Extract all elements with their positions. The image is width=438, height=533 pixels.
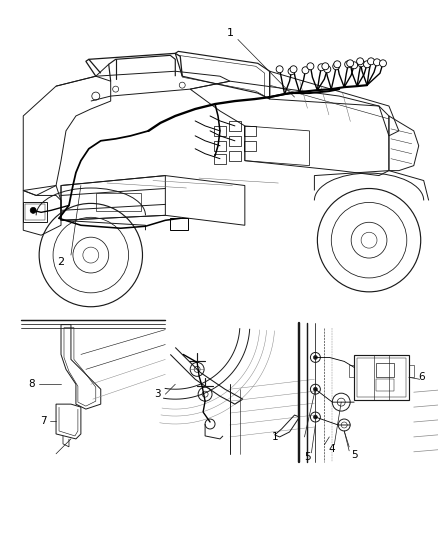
Text: 5: 5 [350, 450, 357, 460]
Bar [375, 379, 393, 391]
Circle shape [313, 387, 317, 391]
Bar [95, 193, 140, 212]
Circle shape [30, 207, 36, 213]
Bar [170, 219, 188, 230]
Circle shape [356, 58, 363, 65]
Bar [229, 121, 240, 131]
Circle shape [344, 61, 351, 68]
Text: 3: 3 [154, 389, 160, 399]
Circle shape [313, 415, 317, 419]
Bar [23, 203, 47, 222]
Circle shape [373, 59, 380, 66]
Circle shape [313, 356, 317, 359]
Bar [353, 356, 408, 400]
Text: 4: 4 [327, 444, 334, 454]
Bar [243, 141, 255, 151]
Circle shape [323, 66, 330, 72]
Bar [214, 141, 226, 151]
Text: 1: 1 [271, 432, 277, 442]
Circle shape [333, 61, 340, 68]
Circle shape [317, 64, 324, 71]
Circle shape [357, 60, 364, 67]
Circle shape [332, 63, 339, 70]
Circle shape [350, 62, 357, 69]
Bar [25, 204, 45, 220]
Circle shape [321, 63, 328, 70]
Bar [229, 136, 240, 146]
Text: 2: 2 [57, 257, 64, 267]
Bar [348, 365, 353, 377]
Bar [356, 358, 405, 397]
Bar [214, 154, 226, 164]
Circle shape [367, 58, 374, 65]
Text: 6: 6 [417, 372, 424, 382]
Text: 1: 1 [226, 28, 233, 38]
Circle shape [287, 68, 294, 75]
Bar [229, 151, 240, 160]
Text: 7: 7 [40, 416, 46, 426]
Circle shape [301, 67, 308, 74]
Bar [214, 126, 226, 136]
Circle shape [363, 61, 370, 68]
Bar [375, 364, 393, 377]
Text: 5: 5 [304, 452, 310, 462]
Text: 8: 8 [28, 379, 35, 389]
Circle shape [290, 66, 297, 72]
Circle shape [306, 63, 313, 70]
Circle shape [346, 60, 353, 67]
Bar [243, 126, 255, 136]
Bar [408, 365, 413, 377]
Circle shape [378, 60, 385, 67]
Circle shape [276, 66, 283, 72]
